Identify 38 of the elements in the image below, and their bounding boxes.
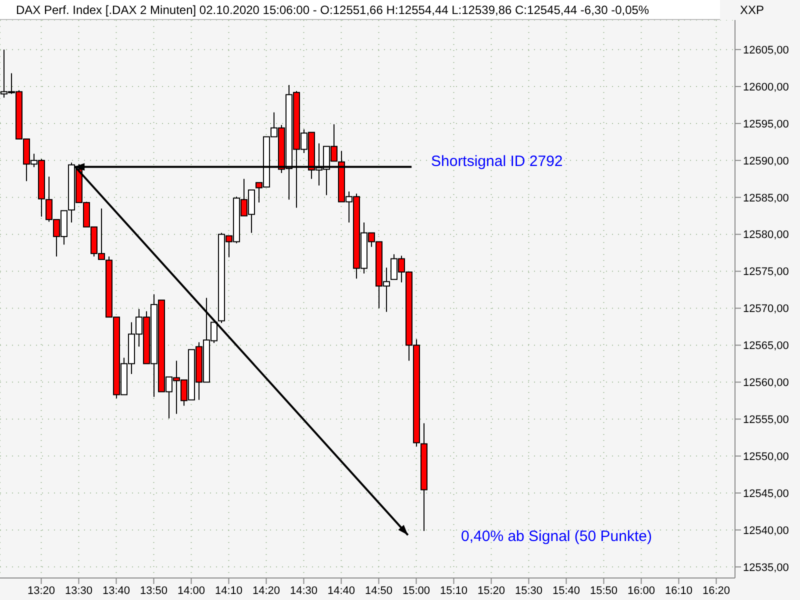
x-tick-label: 14:20 — [252, 584, 280, 597]
x-tick-label: 13:50 — [140, 584, 168, 597]
x-tick-label: 15:30 — [514, 584, 543, 597]
y-axis-title: XXP — [740, 3, 764, 17]
annotation: Shortsignal ID 2792 — [431, 153, 563, 170]
y-tick-label: 12585,00 — [743, 192, 789, 204]
x-tick-label: 14:00 — [177, 584, 206, 597]
x-tick-label: 16:20 — [702, 584, 730, 597]
y-tick-label: 12540,00 — [743, 524, 789, 537]
x-tick-label: 14:10 — [214, 584, 243, 597]
x-tick-label: 15:20 — [477, 584, 506, 597]
annotation: 0,40% ab Signal (50 Punkte) — [461, 528, 652, 545]
x-tick-label: 15:00 — [402, 584, 430, 597]
x-tick-label: 16:10 — [664, 584, 693, 597]
y-tick-label: 12545,00 — [743, 488, 789, 500]
y-tick-label: 12555,00 — [743, 414, 789, 426]
x-tick-label: 16:00 — [627, 584, 656, 597]
x-tick-label: 15:10 — [440, 584, 468, 597]
y-tick-label: 12580,00 — [743, 229, 789, 242]
y-tick-label: 12575,00 — [743, 266, 789, 278]
y-tick-label: 12570,00 — [743, 303, 789, 316]
y-tick-label: 12595,00 — [743, 118, 789, 130]
y-tick-label: 12535,00 — [743, 562, 789, 574]
x-tick-label: 13:40 — [102, 584, 130, 597]
y-tick-label: 12565,00 — [743, 340, 789, 352]
x-tick-label: 13:20 — [27, 584, 56, 597]
y-tick-label: 12605,00 — [743, 44, 789, 56]
x-tick-label: 14:40 — [327, 584, 356, 597]
y-tick-label: 12560,00 — [743, 377, 789, 390]
y-tick-label: 12550,00 — [743, 450, 789, 463]
x-tick-label: 15:50 — [590, 584, 618, 597]
x-tick-label: 14:50 — [364, 584, 393, 597]
y-tick-label: 12600,00 — [743, 81, 789, 94]
x-tick-label: 15:40 — [552, 584, 580, 597]
x-tick-label: 13:30 — [64, 584, 93, 597]
y-tick-label: 12590,00 — [743, 155, 789, 168]
x-tick-label: 14:30 — [290, 584, 318, 597]
chart-title: DAX Perf. Index [.DAX 2 Minuten] 02.10.2020 15:06:00 - O:12551,66 H:12554,44 L:12539,86 C:12545,44 -6,30 -0,05% — [0, 0, 720, 20]
